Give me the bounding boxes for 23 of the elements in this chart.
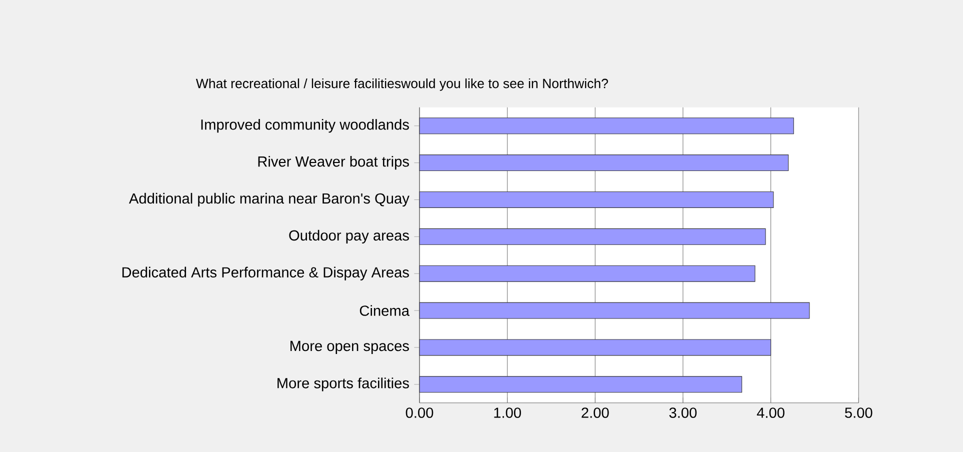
- y-tick-label: Improved community woodlands: [201, 119, 409, 133]
- y-tick-label: River Weaver boat trips: [258, 156, 409, 170]
- y-tick-label: More open spaces: [290, 340, 409, 354]
- y-tick-label: Cinema: [360, 305, 410, 316]
- y-tick-label: Dedicated Arts Performance & Dispay Areas: [122, 266, 409, 280]
- y-tick-label: Additional public marina near Baron's Quay: [128, 192, 410, 207]
- bar: [419, 302, 810, 319]
- x-tick-label: 0.00: [406, 408, 434, 418]
- bar: [419, 154, 789, 172]
- bar: [419, 339, 772, 356]
- bar: [419, 228, 766, 245]
- bar: [419, 376, 742, 393]
- bar: [419, 118, 794, 134]
- bar: [419, 191, 774, 208]
- x-tick-label: 1.00: [494, 408, 521, 418]
- bar: [419, 265, 756, 282]
- x-tick-label: 3.00: [669, 408, 697, 418]
- x-tick-label: 4.00: [756, 408, 784, 418]
- y-tick-label: Outdoor pay areas: [289, 230, 409, 244]
- y-tick-label: More sports facilities: [278, 378, 409, 392]
- x-tick-label: 5.00: [844, 408, 872, 418]
- chart-title: What recreational / leisure facilitieswould you like to see in Northwich?: [196, 78, 608, 91]
- x-tick-label: 2.00: [582, 408, 609, 418]
